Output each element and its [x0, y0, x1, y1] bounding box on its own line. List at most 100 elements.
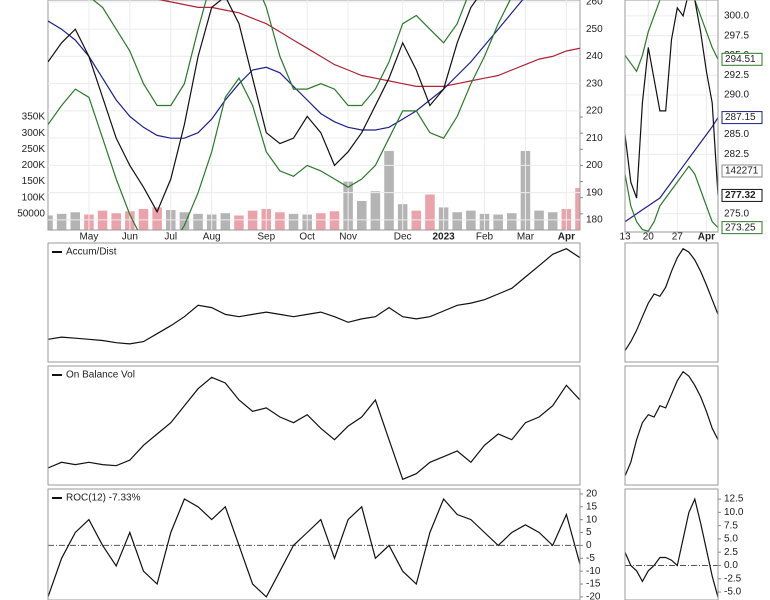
y-tick-label: 10 — [586, 514, 598, 525]
y-tick-label: 100K — [22, 192, 46, 203]
y-tick-label: -15 — [586, 579, 601, 590]
panel-frame — [624, 0, 719, 233]
x-tick-label: Aug — [203, 232, 221, 243]
panel-frame — [624, 365, 719, 486]
panel-frame — [47, 242, 581, 363]
y-tick-label: 285.0 — [724, 129, 749, 140]
y-tick-label: 0.0 — [724, 560, 738, 571]
x-tick-label: Nov — [339, 232, 357, 243]
volume-bar — [425, 194, 435, 230]
y-tick-label: 350K — [22, 112, 46, 123]
price-line — [48, 0, 511, 230]
volume-bar — [220, 213, 231, 230]
y-tick-label: 297.5 — [724, 30, 749, 41]
y-tick-label: 12.5 — [724, 494, 744, 505]
indicator-line — [48, 376, 580, 481]
panel — [625, 497, 718, 598]
y-tick-label: 300K — [22, 128, 46, 139]
x-tick-label: Jul — [164, 232, 177, 243]
panel-frame — [47, 0, 581, 231]
y-tick-label: 180 — [586, 215, 603, 226]
x-tick-label: 20 — [643, 232, 655, 243]
y-tick-label: 50000 — [17, 209, 45, 220]
volume-bar — [452, 212, 463, 230]
indicator-line — [48, 497, 580, 598]
panel — [625, 0, 718, 232]
x-tick-label: 2023 — [432, 232, 455, 243]
x-tick-label: Apr — [558, 232, 575, 243]
last-value-box — [721, 52, 763, 66]
last-value-box — [721, 111, 763, 125]
y-tick-label: 210 — [586, 133, 603, 144]
volume-bar — [329, 211, 340, 230]
volume-bar — [152, 207, 162, 230]
last-value-label: 273.25 — [725, 222, 756, 233]
panel-frame — [47, 365, 581, 486]
panel — [48, 497, 580, 598]
y-tick-label: 282.5 — [724, 149, 749, 160]
y-tick-label: -5 — [586, 553, 595, 564]
price-line — [92, 0, 468, 107]
volume-bar — [234, 215, 244, 230]
panel — [48, 0, 580, 230]
indicator-line — [625, 370, 718, 477]
y-tick-label: 275.0 — [724, 208, 749, 219]
volume-bar — [547, 212, 558, 230]
y-tick-label: 200 — [586, 160, 603, 171]
panel-frame — [624, 488, 719, 600]
x-tick-label: 27 — [672, 232, 684, 243]
x-tick-label: Mar — [517, 232, 535, 243]
price-line — [158, 0, 580, 87]
y-tick-label: 7.5 — [724, 520, 738, 531]
price-line — [625, 165, 718, 232]
volume-bar — [193, 213, 203, 230]
y-tick-label: -20 — [586, 592, 601, 600]
y-tick-label: 260 — [586, 0, 603, 8]
y-tick-label: -5.0 — [724, 587, 742, 598]
last-value-box — [721, 221, 763, 235]
y-tick-label: 250K — [22, 144, 46, 155]
panel-title: Accum/Dist — [66, 247, 117, 258]
y-tick-label: 190 — [586, 187, 603, 198]
volume-bar — [384, 150, 394, 230]
volume-bar — [316, 213, 326, 230]
y-tick-label: 200K — [22, 160, 46, 171]
volume-bar — [48, 215, 53, 230]
volume-bar — [70, 212, 81, 230]
volume-bar — [575, 188, 580, 230]
y-tick-label: 290.0 — [724, 90, 749, 101]
volume-bar — [111, 213, 121, 230]
y-tick-label: 10.0 — [724, 507, 744, 518]
panel — [625, 370, 718, 477]
volume-bar — [56, 213, 67, 230]
y-tick-label: 230 — [586, 78, 603, 89]
price-line — [625, 117, 718, 223]
y-tick-label: 220 — [586, 106, 603, 117]
y-tick-label: -10 — [586, 566, 601, 577]
y-tick-label: 0 — [586, 540, 592, 551]
panel — [625, 247, 718, 352]
y-tick-label: 292.5 — [724, 70, 749, 81]
volume-bar — [275, 212, 285, 230]
volume-bar — [370, 191, 381, 230]
volume-bar — [288, 213, 299, 230]
volume-label-box — [721, 164, 763, 178]
x-tick-label: Jun — [122, 232, 138, 243]
panel-title: ROC(12) -7.33% — [66, 493, 141, 504]
price-line — [48, 0, 477, 214]
y-tick-label: 240 — [586, 51, 603, 62]
panel-title: On Balance Vol — [66, 370, 135, 381]
x-tick-label: Apr — [698, 232, 715, 243]
price-line — [48, 0, 524, 139]
last-value-box — [721, 188, 763, 202]
x-tick-label: May — [79, 232, 98, 243]
indicator-line — [48, 248, 580, 345]
volume-label: 142271 — [725, 166, 759, 177]
volume-bar — [356, 200, 367, 230]
x-tick-label: 13 — [619, 232, 631, 243]
last-value-label: 287.15 — [725, 112, 756, 123]
y-tick-label: 5 — [586, 527, 592, 538]
volume-bar — [493, 214, 503, 230]
x-tick-label: Oct — [299, 232, 315, 243]
